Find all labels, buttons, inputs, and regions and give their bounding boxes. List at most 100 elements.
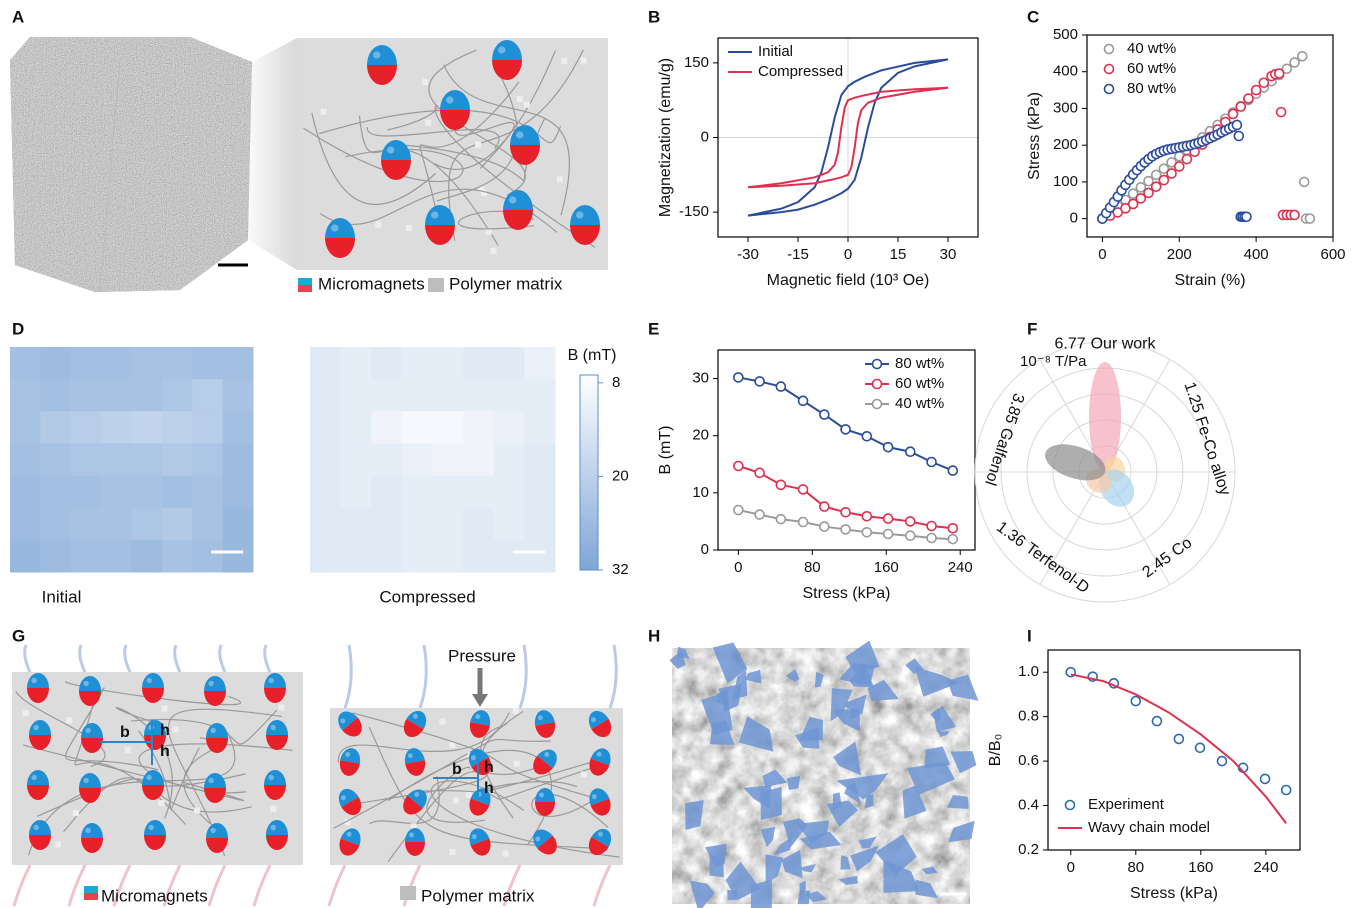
heatmap-cell <box>162 476 193 509</box>
legend-marker <box>1105 65 1114 74</box>
heatmap-cell <box>463 379 494 412</box>
x-tick-label: 0 <box>734 559 742 576</box>
heatmap-cell <box>310 411 341 444</box>
crosslink <box>449 742 455 748</box>
magnet-shine <box>208 778 214 783</box>
crosslink <box>561 58 567 64</box>
magnet-shine <box>576 211 584 218</box>
heatmap-cell <box>223 508 254 541</box>
x-axis-label: Stress (kPa) <box>1130 885 1218 902</box>
heatmap-cell <box>132 540 163 573</box>
legend-marker <box>1066 801 1075 810</box>
field-line <box>254 865 270 906</box>
y-axis-label: Magnetization (emu/g) <box>657 58 674 217</box>
heatmap-cell <box>433 476 464 509</box>
field-line <box>265 645 270 672</box>
data-point <box>1259 78 1268 87</box>
petal-value: 3.85 <box>1001 391 1027 426</box>
y-tick-label: 300 <box>1053 99 1078 116</box>
micromagnet <box>29 820 51 850</box>
data-point <box>906 531 915 540</box>
crosslink <box>73 810 79 816</box>
crosslink <box>321 109 327 115</box>
magnet-shine <box>509 196 517 203</box>
x-tick-label: 600 <box>1320 246 1345 263</box>
heatmap-title: Initial <box>42 587 82 606</box>
data-point <box>1242 212 1251 221</box>
panel-label: E <box>648 319 659 338</box>
field-line <box>69 865 85 906</box>
data-point <box>1175 162 1184 171</box>
heatmap-cell <box>101 443 132 476</box>
heatmap-cell <box>524 476 555 509</box>
y-tick-label: 10 <box>692 484 709 501</box>
micromagnet <box>405 828 425 856</box>
heatmap-cell <box>433 508 464 541</box>
petal-name: Galfenol <box>981 425 1016 487</box>
petal-value: 2.45 <box>1140 549 1175 581</box>
heatmap-cell <box>494 476 525 509</box>
micromagnet <box>570 205 600 245</box>
heatmap-cell <box>40 476 71 509</box>
magnet-shine <box>331 224 339 231</box>
magnet-shine <box>268 678 274 683</box>
data-point <box>1277 108 1286 117</box>
field-line <box>220 645 225 672</box>
legend-marker <box>1105 85 1114 94</box>
data-point <box>948 524 957 533</box>
crosslink <box>439 719 445 725</box>
data-point <box>1159 176 1168 185</box>
legend-swatch <box>400 886 416 900</box>
micromagnet <box>79 676 101 706</box>
data-point <box>1217 757 1226 766</box>
data-point <box>841 508 850 517</box>
heatmap-cell <box>101 540 132 573</box>
heatmap-cell <box>371 443 402 476</box>
y-tick-label: 1.0 <box>1018 663 1039 680</box>
data-point <box>862 432 871 441</box>
legend-text: Polymer matrix <box>421 886 535 905</box>
magnet-shine <box>446 96 454 103</box>
data-point <box>927 534 936 543</box>
zoom-cone <box>248 38 297 270</box>
heatmap-cell <box>341 379 372 412</box>
panel-label: F <box>1027 319 1037 338</box>
data-point <box>906 447 915 456</box>
crosslink <box>513 708 519 714</box>
heatmap-cell <box>132 443 163 476</box>
heatmap-cell <box>494 508 525 541</box>
micromagnet <box>29 720 51 750</box>
magnet-shine <box>270 725 276 730</box>
data-point <box>927 522 936 531</box>
data-point <box>1144 188 1153 197</box>
pressure-label: Pressure <box>448 646 516 665</box>
field-line <box>329 865 345 906</box>
heatmap-cell <box>101 347 132 380</box>
magnet-shine <box>146 678 152 683</box>
micromagnet <box>81 823 103 853</box>
heatmap-cell <box>524 540 555 573</box>
heatmap-cell <box>132 476 163 509</box>
magnet-shine <box>373 51 381 58</box>
data-point <box>820 522 829 531</box>
heatmap-cell <box>223 379 254 412</box>
x-tick-label: 30 <box>940 246 957 263</box>
heatmap-cell <box>162 379 193 412</box>
data-point <box>948 535 957 544</box>
magnet-shine <box>498 46 506 53</box>
data-point <box>1131 697 1140 706</box>
y-tick-label: 150 <box>684 54 709 71</box>
heatmap-cell <box>402 540 433 573</box>
heatmap-cell <box>433 347 464 380</box>
micromagnet <box>144 820 166 850</box>
legend-text: Compressed <box>758 63 843 80</box>
heatmap-cell <box>192 411 223 444</box>
crosslink <box>450 849 456 855</box>
field-line <box>175 645 180 672</box>
x-tick-label: 0 <box>1098 246 1106 263</box>
x-axis-label: Magnetic field (10³ Oe) <box>767 272 930 289</box>
magnet-shine <box>146 775 152 780</box>
colorbar-tick-label: 20 <box>612 467 629 484</box>
legend-text: 40 wt% <box>895 395 944 412</box>
data-point <box>1152 717 1161 726</box>
